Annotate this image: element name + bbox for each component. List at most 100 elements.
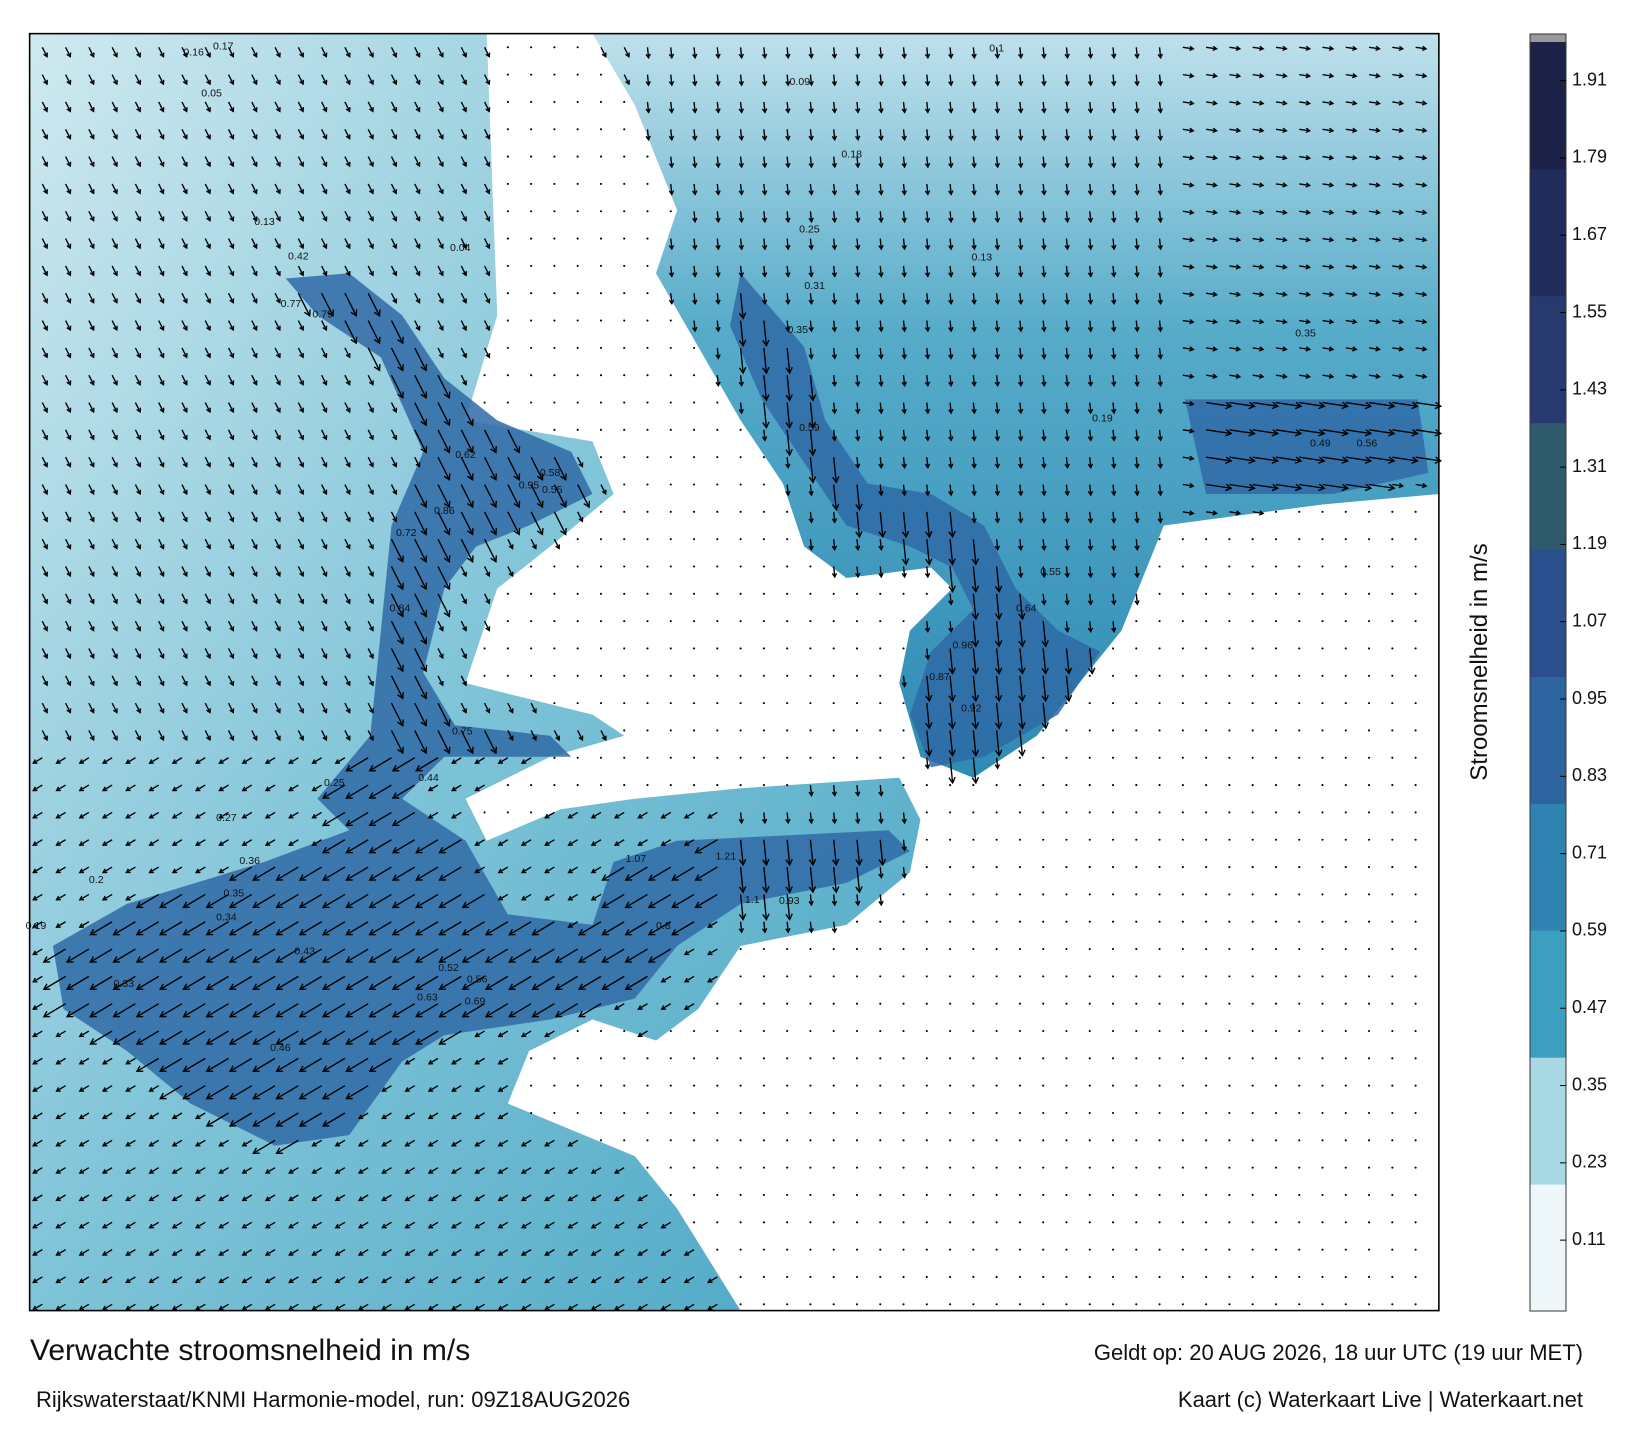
grid-dot — [1274, 538, 1278, 541]
grid-dot — [902, 620, 905, 623]
grid-dot — [972, 811, 975, 814]
arrow-head — [1212, 73, 1218, 79]
arrow-head — [229, 216, 235, 222]
arrow-head — [762, 858, 770, 867]
grid-dot — [1274, 784, 1278, 787]
arrow-head — [878, 135, 884, 142]
current-arrow — [251, 210, 258, 221]
grid-dot — [1251, 1029, 1254, 1033]
current-arrow — [1065, 347, 1069, 359]
grid-dot — [669, 1166, 672, 1169]
current-arrow — [1275, 128, 1287, 132]
arrow-head — [368, 901, 377, 909]
speed-label: 0.18 — [841, 149, 862, 161]
arrow-head — [228, 874, 237, 881]
arrow-head — [1087, 162, 1094, 169]
current-arrow — [568, 839, 579, 846]
current-arrow — [1299, 401, 1325, 407]
current-arrow — [507, 538, 514, 549]
arrow-head — [66, 653, 72, 660]
current-arrow — [64, 156, 71, 167]
arrow-head — [1041, 53, 1047, 60]
arrow-head — [345, 874, 353, 881]
arrow-head — [415, 79, 421, 86]
arrow-head — [462, 134, 467, 140]
grid-dot — [762, 1193, 765, 1197]
current-arrow — [614, 1194, 625, 1201]
current-arrow — [879, 457, 882, 468]
arrow-head — [264, 759, 271, 764]
current-arrow — [739, 347, 744, 374]
grid-dot — [623, 428, 626, 431]
grid-dot — [972, 1275, 975, 1279]
arrow-head — [1087, 190, 1094, 196]
arrow-head — [637, 1005, 643, 1010]
current-arrow — [392, 757, 416, 772]
current-arrow — [1019, 703, 1024, 729]
grid-dot — [576, 538, 579, 541]
grid-dot — [1367, 948, 1371, 951]
arrow-head — [544, 1278, 550, 1284]
arrow-head — [275, 161, 281, 168]
arrow-head — [252, 489, 258, 496]
current-arrow — [32, 975, 43, 983]
current-arrow — [227, 46, 234, 58]
current-arrow — [693, 156, 696, 168]
arrow-head — [368, 846, 377, 854]
grid-dot — [1228, 538, 1231, 541]
grid-dot — [716, 538, 719, 541]
current-arrow — [322, 948, 346, 963]
arrow-head — [451, 1169, 457, 1174]
arrow-head — [1111, 463, 1117, 470]
current-arrow — [159, 948, 183, 963]
arrow-head — [404, 1059, 410, 1065]
arrow-head — [298, 1010, 307, 1018]
arrow-head — [299, 134, 305, 140]
current-arrow — [414, 238, 421, 249]
current-arrow — [786, 894, 791, 920]
arrow-head — [345, 928, 353, 936]
arrow-head — [1364, 429, 1373, 437]
arrow-head — [762, 394, 770, 402]
arrow-head — [241, 1278, 247, 1284]
current-arrow — [111, 156, 118, 167]
arrow-head — [1212, 45, 1218, 52]
grid-dot — [530, 264, 533, 267]
arrow-head — [1041, 326, 1047, 333]
current-arrow — [1065, 74, 1069, 86]
arrow-head — [1225, 456, 1233, 464]
arrow-head — [462, 708, 467, 714]
arrow-head — [831, 53, 838, 60]
grid-dot — [599, 346, 603, 349]
arrow-head — [89, 653, 95, 660]
arrow-head — [218, 813, 224, 819]
current-arrow — [274, 620, 281, 631]
current-arrow — [661, 839, 672, 846]
current-arrow — [809, 402, 814, 428]
current-arrow — [242, 1194, 253, 1201]
current-arrow — [972, 183, 976, 195]
colorbar-tick-label: 0.11 — [1572, 1229, 1606, 1249]
current-arrow — [1019, 566, 1022, 578]
current-arrow — [568, 1167, 579, 1174]
current-arrow — [1019, 621, 1024, 647]
grid-dot — [669, 1057, 672, 1060]
arrow-head — [1328, 127, 1335, 134]
arrow-head — [994, 545, 1001, 551]
grid-dot — [1205, 1002, 1208, 1005]
arrow-head — [1041, 518, 1047, 524]
current-arrow — [134, 347, 141, 358]
speed-label: 0.49 — [1310, 438, 1331, 450]
arrow-head — [971, 190, 977, 196]
arrow-head — [55, 1032, 61, 1038]
grid-dot — [1321, 565, 1324, 568]
current-arrow — [949, 211, 952, 222]
grid-dot — [646, 1057, 649, 1060]
current-arrow — [322, 1085, 346, 1100]
current-arrow — [1252, 101, 1264, 105]
arrow-head — [392, 189, 398, 195]
current-arrow — [405, 1057, 416, 1065]
arrow-head — [322, 708, 328, 714]
current-arrow — [1415, 292, 1427, 296]
current-arrow — [614, 1221, 625, 1229]
